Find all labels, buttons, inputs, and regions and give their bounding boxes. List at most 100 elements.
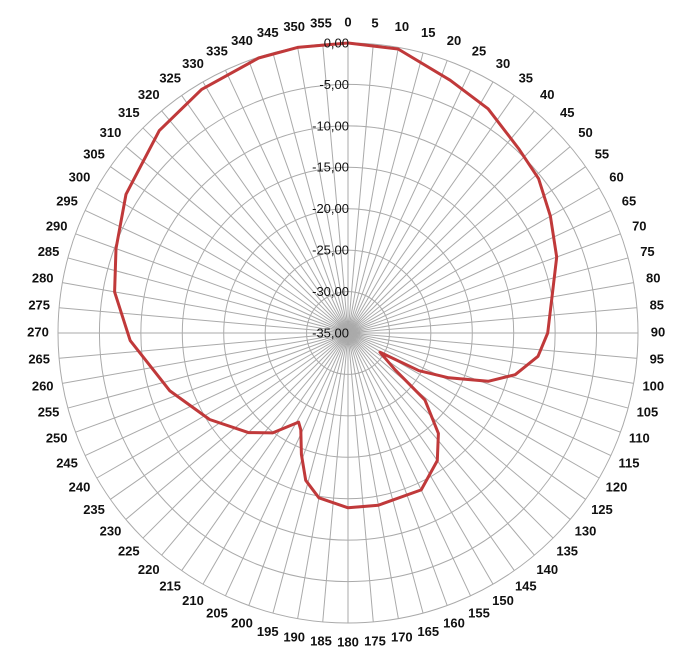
grid-spoke [347,60,448,334]
angle-label: 130 [575,524,597,539]
angle-label: 355 [310,16,332,31]
angle-label: 170 [391,630,413,645]
angle-label: 50 [578,125,592,140]
angle-label: 145 [515,578,537,593]
grid-spoke [96,332,349,479]
angle-label: 60 [609,169,623,184]
pattern-line [113,41,559,510]
grid-spoke [84,332,349,457]
grid-spoke [347,307,637,334]
angle-label: 350 [283,19,305,34]
grid-spoke [110,332,349,500]
grid-spoke [347,110,535,334]
angle-label: 210 [182,593,204,608]
angle-label: 25 [472,43,486,58]
grid-spoke [347,332,399,619]
angle-label: 155 [468,605,490,620]
angle-label: 95 [650,351,664,366]
angle-label: 105 [637,405,659,420]
r-tick-label: -20,00 [312,201,349,216]
grid-spoke [75,233,349,334]
angle-label: 15 [421,25,435,40]
grid-spoke [59,332,349,359]
angle-label: 115 [618,455,639,470]
angle-label: 255 [38,405,60,420]
grid-spoke [347,47,399,334]
grid-spoke [347,332,621,433]
angle-label: 205 [206,605,228,620]
grid-spoke [347,166,586,334]
grid-spoke [142,332,349,539]
angle-label: 250 [46,430,68,445]
angle-label: 320 [138,87,160,102]
grid-spoke [125,146,349,334]
r-tick-label: -5,00 [319,77,349,92]
angle-label: 80 [646,271,660,286]
angle-label: 70 [632,218,646,233]
grid-spoke [67,257,349,334]
grid-spoke [347,332,637,359]
grid-spoke [224,332,349,597]
grid-spoke [202,81,349,334]
grid-spoke [125,332,349,520]
grid-spoke [75,332,349,433]
grid-spoke [161,110,349,334]
grid-spoke [110,166,349,334]
grid-spoke [347,332,472,597]
grid-spoke [142,127,349,334]
grid-spoke [297,332,349,619]
grid-spoke [322,44,349,334]
grid-spoke [347,332,448,606]
grid-spoke [347,332,629,409]
angle-label: 180 [337,634,359,649]
angle-label: 295 [56,193,78,208]
grid-spoke [347,332,554,539]
grid-spoke [224,69,349,334]
angle-label: 150 [492,593,514,608]
grid-spoke [347,44,374,334]
grid-spoke [347,332,634,384]
grid-spoke [347,233,621,334]
grid-spoke [347,81,494,334]
angle-label: 190 [283,630,305,645]
grid-spoke [347,95,515,334]
grid-spoke [347,209,612,334]
angle-label: 340 [231,33,253,48]
grid-spoke [347,332,424,614]
angle-label: 20 [447,33,461,48]
angle-label: 90 [651,324,665,339]
angle-label: 270 [27,324,49,339]
angle-label: 45 [560,105,574,120]
grid-spoke [62,332,349,384]
grid-spoke [67,332,349,409]
angle-label: 200 [231,616,253,631]
grid-spoke [347,332,571,520]
angle-label: 135 [556,544,578,559]
grid-spoke [181,95,349,334]
grid-spoke [347,187,600,334]
grid-spoke [59,307,349,334]
angle-label: 315 [118,105,140,120]
angle-label: 5 [371,16,378,31]
angle-label: 265 [28,351,50,366]
grid-spoke [347,69,472,334]
angle-label: 165 [417,624,439,639]
angle-label: 140 [536,562,558,577]
grid-spoke [248,60,349,334]
r-tick-label: -25,00 [312,243,349,258]
r-tick-label: -15,00 [312,160,349,175]
angle-label: 55 [595,147,609,162]
r-tick-label: -30,00 [312,284,349,299]
grid-spoke [347,332,374,622]
grid-spoke [347,332,515,571]
angle-label: 0 [344,14,351,29]
angle-label: 185 [310,633,332,648]
angle-label: 65 [622,193,636,208]
grid-spoke [62,282,349,334]
angle-label: 300 [69,169,91,184]
grid-spoke [84,209,349,334]
angle-label: 325 [159,71,181,86]
angle-label: 240 [69,479,91,494]
grid-spoke [248,332,349,606]
